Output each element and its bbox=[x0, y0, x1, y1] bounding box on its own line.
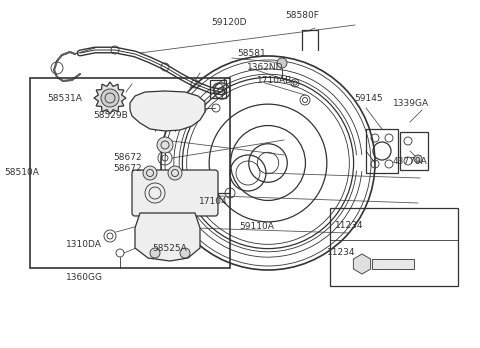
Text: 59120D: 59120D bbox=[211, 18, 247, 27]
Circle shape bbox=[150, 248, 160, 258]
Text: 59145: 59145 bbox=[354, 94, 383, 103]
Text: 11234: 11234 bbox=[327, 248, 356, 257]
Bar bbox=[30, 78, 230, 268]
Text: 43779A: 43779A bbox=[393, 157, 427, 166]
FancyBboxPatch shape bbox=[132, 170, 218, 216]
Text: 58581: 58581 bbox=[238, 49, 266, 58]
Bar bbox=[210, 80, 226, 98]
Text: 1310DA: 1310DA bbox=[66, 240, 102, 249]
Bar bbox=[400, 132, 428, 170]
Polygon shape bbox=[135, 213, 200, 261]
Polygon shape bbox=[130, 91, 205, 131]
Text: 11234: 11234 bbox=[335, 221, 363, 230]
Text: 59110A: 59110A bbox=[239, 222, 274, 231]
Polygon shape bbox=[353, 254, 371, 274]
Text: 58672: 58672 bbox=[113, 153, 142, 162]
Circle shape bbox=[414, 155, 422, 163]
Text: 58510A: 58510A bbox=[4, 168, 39, 177]
Circle shape bbox=[168, 166, 182, 180]
Text: 1710AB: 1710AB bbox=[257, 76, 292, 85]
Circle shape bbox=[143, 166, 157, 180]
Bar bbox=[372, 259, 414, 269]
Text: 1360GG: 1360GG bbox=[66, 273, 103, 282]
Bar bbox=[330, 208, 458, 286]
Text: 58529B: 58529B bbox=[94, 111, 128, 120]
Circle shape bbox=[157, 137, 173, 153]
Polygon shape bbox=[94, 82, 126, 114]
Bar bbox=[366, 129, 398, 173]
Text: 1362ND: 1362ND bbox=[247, 63, 284, 72]
Text: 58580F: 58580F bbox=[286, 11, 320, 20]
Circle shape bbox=[101, 89, 119, 107]
Text: 58672: 58672 bbox=[113, 164, 142, 173]
Text: 1339GA: 1339GA bbox=[393, 99, 429, 108]
Text: 58525A: 58525A bbox=[153, 244, 187, 253]
Text: 17104: 17104 bbox=[199, 197, 228, 206]
Circle shape bbox=[277, 58, 287, 68]
Text: 58531A: 58531A bbox=[47, 94, 82, 103]
Circle shape bbox=[180, 248, 190, 258]
